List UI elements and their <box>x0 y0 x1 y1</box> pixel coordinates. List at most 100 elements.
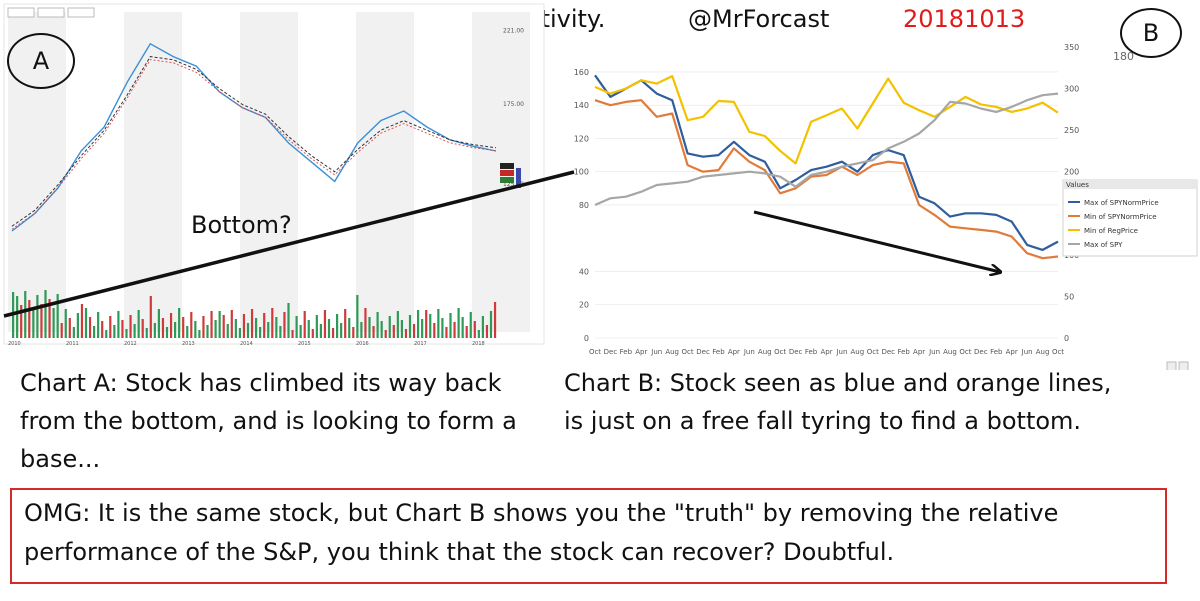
chart-a-volume-bar <box>461 317 464 338</box>
post-date: 20181013 <box>903 5 1026 33</box>
chart-b-x-tick: Dec <box>604 348 618 356</box>
chart-a-volume-bar <box>218 311 221 338</box>
chart-a-volume-bar <box>315 315 318 338</box>
chart-b-x-tick: Apr <box>635 348 647 356</box>
chart-a-volume-bar <box>259 327 262 338</box>
chart-a-volume-bar <box>360 322 363 338</box>
chart-b-series-line <box>594 75 1059 165</box>
chart-b-legend-title: Values <box>1066 181 1089 189</box>
chart-a-volume-bar <box>101 321 104 338</box>
chart-b-y-left-tick: 40 <box>579 267 589 276</box>
chart-a-volume-bar <box>429 314 432 338</box>
chart-b-x-tick: Oct <box>589 348 601 356</box>
chart-a-volume-bar <box>56 294 59 338</box>
downtrend-arrow <box>753 210 1000 272</box>
chart-a-volume-bar <box>437 309 440 338</box>
chart-a-volume-bar <box>88 317 92 338</box>
chart-a-volume-bar <box>194 321 197 338</box>
chart-a-volume-bar <box>417 310 420 338</box>
chart-a-volume-bar <box>299 325 302 338</box>
chart-a-volume-bar <box>279 326 282 338</box>
chart-a-volume-bar <box>206 325 209 338</box>
chart-a-x-tick: 2012 <box>124 341 137 347</box>
chart-a-volume-bar <box>153 323 156 338</box>
chart-b-x-tick: Aug <box>943 348 957 356</box>
chart-b-legend-header <box>1063 180 1197 189</box>
chart-b-y-left-tick: 20 <box>579 301 589 310</box>
chart-a-volume-bar <box>32 309 35 338</box>
chart-b-y-left-tick: 160 <box>574 68 589 77</box>
chart-a-legend-chip <box>67 7 95 18</box>
chart-a-volume-bar <box>190 312 193 338</box>
chart-b-x-tick: Jun <box>743 348 755 356</box>
chart-a-volume-bar <box>226 324 229 338</box>
chart-a-legend-chip <box>7 7 35 18</box>
chart-b-x-tick: Oct <box>682 348 694 356</box>
chart-a-volume-bar <box>157 309 160 338</box>
chart-a-volume-bar <box>68 318 71 338</box>
chart-b-legend-label: Max of SPYNormPrice <box>1084 199 1159 207</box>
chart-a-volume-bar <box>24 291 27 338</box>
chart-a-price-tag <box>500 177 514 183</box>
chart-a-volume-bar <box>408 315 412 338</box>
chart-a-volume-bar <box>36 295 39 338</box>
chart-b-legend-box <box>1062 179 1198 257</box>
chart-a-volume-bar <box>255 318 258 338</box>
chart-a-volume-bar <box>469 312 472 338</box>
chart-a-volume-bar <box>364 308 367 338</box>
chart-b-x-tick: Feb <box>712 348 725 356</box>
chart-b-x-tick: Dec <box>696 348 710 356</box>
chart-a-volume-bar <box>238 328 241 338</box>
chart-a-volume-bar <box>169 313 173 338</box>
chart-b-x-tick: Jun <box>1021 348 1033 356</box>
chart-b-y-left-tick: 140 <box>574 101 589 110</box>
chart-a-volume-bar <box>210 311 213 338</box>
chart-b-x-tick: Aug <box>1036 348 1050 356</box>
chart-a-y-tick: 175.00 <box>503 101 524 108</box>
chart-a-volume-bar <box>109 316 112 338</box>
chart-a-volume-bar <box>149 296 152 338</box>
chart-a-x-tick: 2010 <box>8 341 21 347</box>
chart-a-volume-bar <box>340 323 343 338</box>
chart-b-caption: Chart B: Stock seen as blue and orange l… <box>564 369 1112 435</box>
chart-a-volume-bar <box>327 319 331 338</box>
chart-b-y-right-tick: 300 <box>1064 85 1079 94</box>
chart-a-volume-bar <box>202 316 205 338</box>
chart-b-x-tick: Dec <box>974 348 988 356</box>
chart-b-x-tick: Oct <box>774 348 786 356</box>
zoom-in-icon <box>1166 361 1177 370</box>
chart-a-volume-bar <box>267 322 270 338</box>
chart-a-x-tick: 2016 <box>356 341 369 347</box>
author-handle: @MrForcast <box>688 5 830 33</box>
chart-a-year-band <box>240 12 298 332</box>
chart-a-volume-bar <box>412 324 416 338</box>
chart-a-volume-bar <box>283 312 286 338</box>
chart-b-x-tick: Dec <box>881 348 895 356</box>
chart-b-series-line <box>594 74 1059 251</box>
chart-b-x-tick: Apr <box>913 348 925 356</box>
chart-a-volume-bar <box>80 304 84 338</box>
chart-a-price-tag <box>516 168 521 188</box>
chart-a-volume-bar <box>242 314 246 338</box>
chart-b-y-right-tick: 50 <box>1064 292 1074 301</box>
chart-a-x-tick: 2018 <box>472 341 485 347</box>
chart-a-volume-bar <box>145 328 148 338</box>
chart-a-volume-bar <box>323 310 327 338</box>
chart-b-x-tick: Dec <box>789 348 803 356</box>
chart-b-y-left-tick: 0 <box>584 334 589 343</box>
chart-a-volume-bar <box>52 308 55 338</box>
chart-b-legend-label: Min of RegPrice <box>1084 227 1138 235</box>
chart-a-price-tag <box>500 170 514 176</box>
zoom-out-icon <box>1178 361 1189 370</box>
chart-a-volume-bar <box>485 325 489 338</box>
chart-a-volume-bar <box>404 329 408 338</box>
chart-a-y-tick: 125.00 <box>503 181 524 188</box>
chart-b-x-tick: Aug <box>851 348 865 356</box>
chart-a-volume-bar <box>60 323 63 338</box>
chart-a-volume-bar <box>165 327 169 338</box>
chart-a-volume-bar <box>198 330 201 338</box>
chart-a-volume-bar <box>372 326 375 338</box>
chart-a-volume-bar <box>230 310 233 338</box>
chart-b-x-tick: Jun <box>650 348 662 356</box>
chart-a-x-tick: 2013 <box>182 341 195 347</box>
